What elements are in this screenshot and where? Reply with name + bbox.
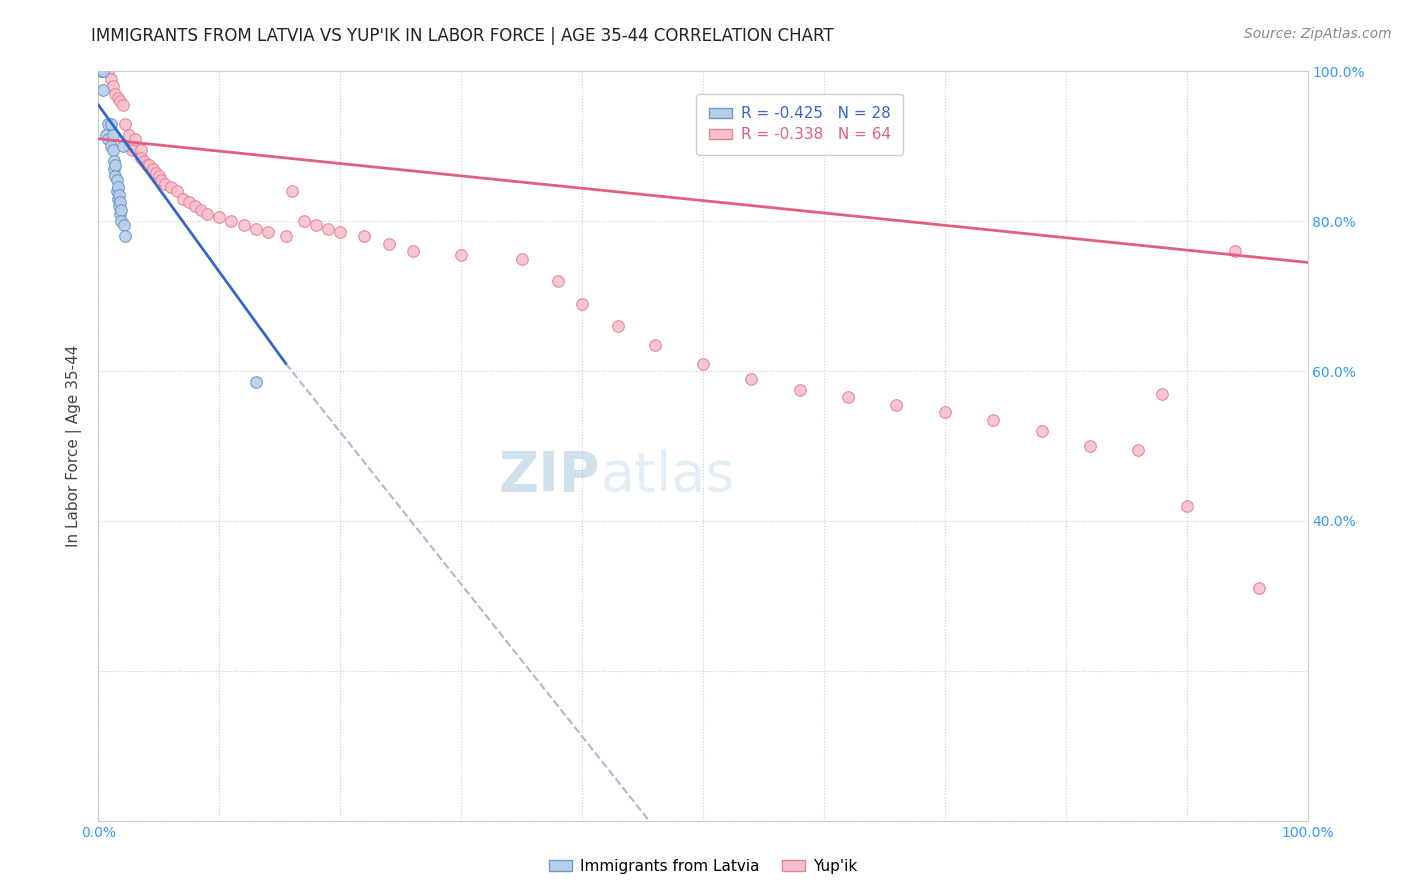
Point bbox=[114, 117, 136, 131]
Point bbox=[104, 169, 127, 184]
Point bbox=[104, 87, 127, 101]
Point bbox=[402, 244, 425, 259]
Point bbox=[110, 202, 132, 217]
Point bbox=[108, 195, 131, 210]
Point bbox=[100, 139, 122, 153]
Text: Source: ZipAtlas.com: Source: ZipAtlas.com bbox=[1244, 27, 1392, 41]
Point bbox=[981, 413, 1004, 427]
Point bbox=[179, 195, 201, 210]
Point bbox=[105, 184, 128, 198]
Point bbox=[195, 207, 218, 221]
Point bbox=[547, 274, 569, 288]
Point bbox=[450, 248, 472, 262]
Point bbox=[245, 221, 267, 235]
Point bbox=[111, 98, 134, 112]
Point bbox=[150, 173, 173, 187]
Point bbox=[172, 192, 194, 206]
Point bbox=[353, 229, 375, 244]
Point bbox=[934, 405, 956, 419]
Point bbox=[94, 128, 117, 142]
Point bbox=[692, 357, 714, 371]
Text: atlas: atlas bbox=[600, 449, 734, 503]
Point bbox=[1249, 582, 1271, 596]
Point bbox=[134, 154, 156, 169]
Point bbox=[274, 229, 297, 244]
Point bbox=[837, 390, 859, 404]
Point bbox=[184, 199, 207, 213]
Point bbox=[112, 218, 135, 232]
Point bbox=[316, 221, 339, 235]
Point bbox=[108, 95, 131, 109]
Point bbox=[329, 226, 352, 240]
Point bbox=[90, 64, 112, 78]
Point bbox=[145, 165, 167, 179]
Point bbox=[166, 184, 188, 198]
Point bbox=[256, 226, 278, 240]
Point bbox=[110, 214, 132, 228]
Legend: R = -0.425   N = 28, R = -0.338   N = 64: R = -0.425 N = 28, R = -0.338 N = 64 bbox=[696, 94, 903, 154]
Point bbox=[607, 319, 630, 334]
Point bbox=[281, 184, 304, 198]
Point bbox=[93, 64, 115, 78]
Point bbox=[124, 132, 146, 146]
Point bbox=[644, 338, 666, 352]
Point bbox=[789, 383, 811, 397]
Point bbox=[107, 90, 129, 104]
Point bbox=[148, 169, 170, 184]
Point bbox=[138, 158, 160, 172]
Point bbox=[107, 180, 129, 194]
Point bbox=[103, 161, 125, 176]
Point bbox=[135, 158, 157, 172]
Point bbox=[190, 202, 212, 217]
Point bbox=[129, 143, 152, 157]
Point bbox=[118, 139, 141, 153]
Point bbox=[129, 151, 152, 165]
Point bbox=[377, 236, 399, 251]
Point bbox=[121, 143, 143, 157]
Point bbox=[886, 398, 908, 412]
Point bbox=[97, 132, 120, 146]
Point bbox=[108, 207, 131, 221]
Text: IMMIGRANTS FROM LATVIA VS YUP'IK IN LABOR FORCE | AGE 35-44 CORRELATION CHART: IMMIGRANTS FROM LATVIA VS YUP'IK IN LABO… bbox=[91, 27, 834, 45]
Point bbox=[105, 173, 128, 187]
Point bbox=[1031, 424, 1053, 438]
Point bbox=[111, 139, 134, 153]
Point bbox=[142, 161, 165, 176]
Point bbox=[91, 64, 114, 78]
Point bbox=[103, 154, 125, 169]
Y-axis label: In Labor Force | Age 35-44: In Labor Force | Age 35-44 bbox=[66, 345, 83, 547]
Legend: Immigrants from Latvia, Yup'ik: Immigrants from Latvia, Yup'ik bbox=[543, 853, 863, 880]
Point bbox=[100, 117, 122, 131]
Point bbox=[245, 376, 267, 390]
Point bbox=[1128, 442, 1150, 457]
Point bbox=[107, 192, 129, 206]
Point bbox=[118, 128, 141, 142]
Point bbox=[97, 117, 120, 131]
Point bbox=[1175, 499, 1198, 513]
Point bbox=[305, 218, 328, 232]
Point bbox=[91, 83, 114, 97]
Point bbox=[101, 79, 124, 94]
Point bbox=[221, 214, 243, 228]
Point bbox=[101, 143, 124, 157]
Point bbox=[510, 252, 533, 266]
Point bbox=[101, 128, 124, 142]
Point bbox=[1078, 439, 1101, 453]
Point bbox=[100, 71, 122, 86]
Point bbox=[1223, 244, 1246, 259]
Point bbox=[740, 371, 762, 385]
Point bbox=[114, 229, 136, 244]
Point bbox=[104, 158, 127, 172]
Point bbox=[153, 177, 176, 191]
Point bbox=[160, 180, 183, 194]
Point bbox=[292, 214, 315, 228]
Point bbox=[571, 296, 593, 310]
Point bbox=[97, 64, 120, 78]
Point bbox=[208, 211, 231, 225]
Point bbox=[232, 218, 254, 232]
Text: ZIP: ZIP bbox=[499, 449, 600, 503]
Point bbox=[108, 188, 131, 202]
Point bbox=[1152, 386, 1174, 401]
Point bbox=[108, 199, 131, 213]
